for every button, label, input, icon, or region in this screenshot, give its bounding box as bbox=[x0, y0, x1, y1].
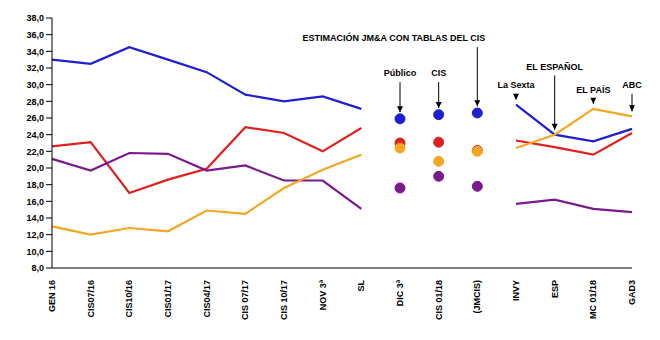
svg-text:12,0: 12,0 bbox=[26, 230, 44, 240]
svg-text:ESTIMACIÓN JM&A CON TABLAS DEL: ESTIMACIÓN JM&A CON TABLAS DEL CIS bbox=[302, 32, 485, 43]
svg-text:CIS10/16: CIS10/16 bbox=[124, 280, 134, 318]
svg-text:36,0: 36,0 bbox=[26, 30, 44, 40]
svg-text:10,0: 10,0 bbox=[26, 247, 44, 257]
svg-text:CIS 07/17: CIS 07/17 bbox=[240, 280, 250, 320]
svg-text:32,0: 32,0 bbox=[26, 63, 44, 73]
svg-text:14,0: 14,0 bbox=[26, 213, 44, 223]
svg-text:38,0: 38,0 bbox=[26, 13, 44, 23]
svg-text:INVY: INVY bbox=[511, 280, 521, 301]
svg-text:ABC: ABC bbox=[622, 80, 642, 90]
svg-text:(JMCIS): (JMCIS) bbox=[472, 280, 482, 314]
svg-text:CIS04/17: CIS04/17 bbox=[202, 280, 212, 318]
svg-text:34,0: 34,0 bbox=[26, 47, 44, 57]
svg-text:CIS 01/18: CIS 01/18 bbox=[434, 280, 444, 320]
svg-text:30,0: 30,0 bbox=[26, 80, 44, 90]
svg-text:Público: Público bbox=[384, 68, 417, 78]
svg-text:GAD3: GAD3 bbox=[627, 280, 637, 305]
svg-text:GEN 16: GEN 16 bbox=[47, 280, 57, 312]
svg-text:DIC 3ª: DIC 3ª bbox=[395, 279, 405, 306]
svg-text:24,0: 24,0 bbox=[26, 130, 44, 140]
svg-text:26,0: 26,0 bbox=[26, 113, 44, 123]
svg-text:28,0: 28,0 bbox=[26, 97, 44, 107]
svg-text:EL ESPAÑOL: EL ESPAÑOL bbox=[526, 62, 583, 72]
svg-text:CIS07/16: CIS07/16 bbox=[86, 280, 96, 318]
svg-text:20,0: 20,0 bbox=[26, 163, 44, 173]
svg-text:La Sexta: La Sexta bbox=[497, 80, 535, 90]
svg-text:ESP: ESP bbox=[550, 280, 560, 298]
svg-text:16,0: 16,0 bbox=[26, 197, 44, 207]
svg-text:22,0: 22,0 bbox=[26, 147, 44, 157]
svg-text:EL PAÍS: EL PAÍS bbox=[576, 85, 610, 95]
svg-text:CIS: CIS bbox=[431, 68, 446, 78]
svg-text:NOV 3ª: NOV 3ª bbox=[318, 279, 328, 310]
svg-text:CIS01/17: CIS01/17 bbox=[163, 280, 173, 318]
svg-text:8,0: 8,0 bbox=[31, 263, 44, 273]
svg-text:CIS 10/17: CIS 10/17 bbox=[279, 280, 289, 320]
svg-text:SL: SL bbox=[356, 280, 366, 292]
svg-text:18,0: 18,0 bbox=[26, 180, 44, 190]
svg-text:MC 01/18: MC 01/18 bbox=[588, 280, 598, 319]
